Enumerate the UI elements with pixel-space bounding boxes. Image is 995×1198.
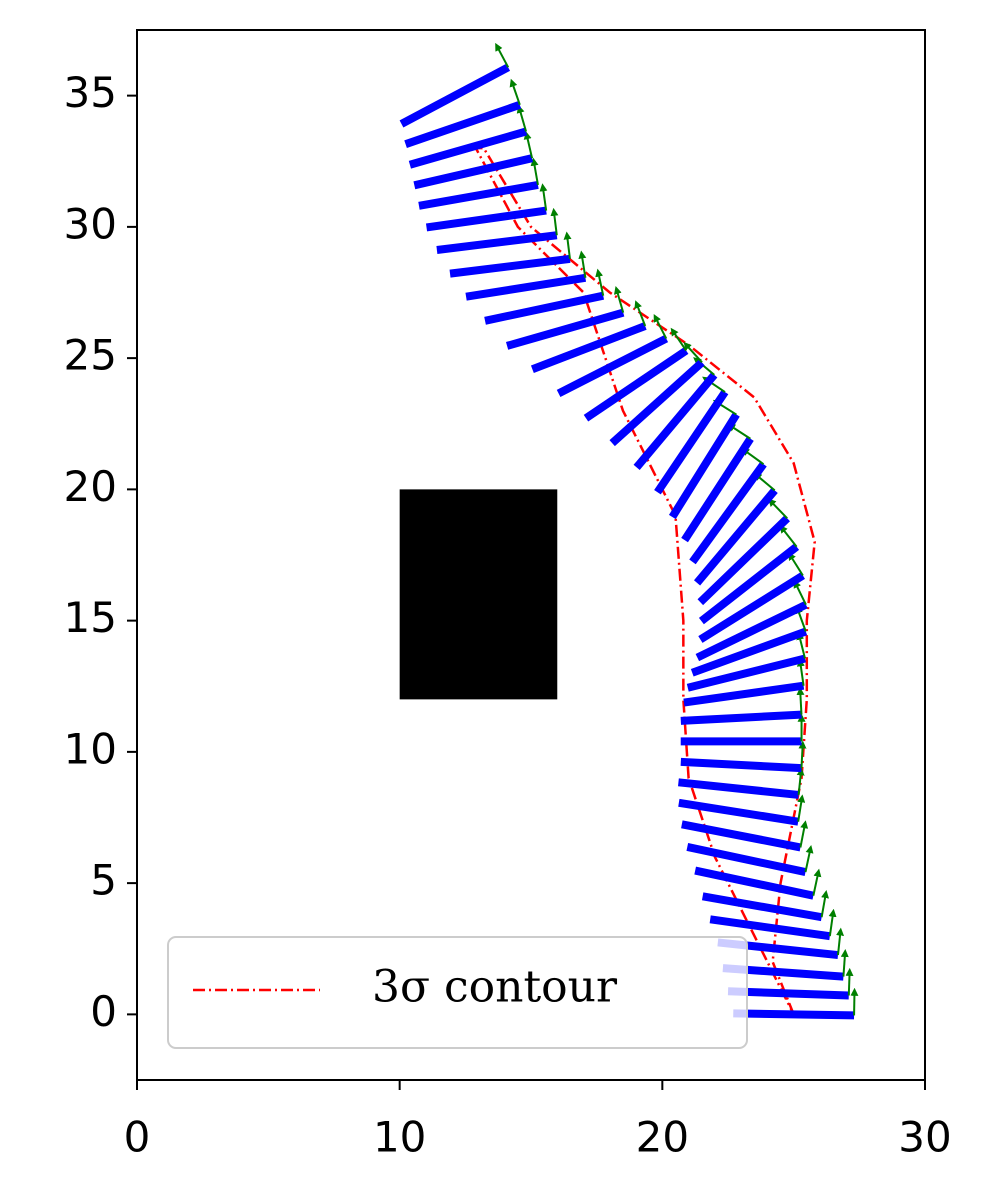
heading-arrow — [812, 868, 822, 896]
pose-bar — [633, 372, 718, 470]
pose-bar — [733, 1009, 855, 1020]
heading-arrow — [539, 183, 548, 211]
heading-arrow — [779, 524, 798, 548]
pose-bar — [399, 63, 511, 128]
heading-arrow — [523, 131, 534, 159]
heading-arrow — [634, 300, 647, 327]
heading-arrow — [550, 207, 559, 236]
heading-arrow — [741, 447, 765, 465]
pose-bar — [449, 254, 571, 278]
heading-arrow — [670, 327, 687, 352]
y-tick-label: 30 — [64, 199, 117, 248]
pose-bar — [505, 308, 625, 350]
heading-arrow — [828, 908, 837, 937]
y-tick-label: 0 — [90, 987, 117, 1036]
pose-bar — [418, 180, 539, 210]
pose-bar — [698, 572, 805, 643]
pose-bar — [686, 843, 807, 876]
heading-arrow — [796, 658, 805, 686]
heading-arrow — [563, 231, 572, 260]
heading-arrow — [683, 341, 703, 364]
heading-arrow — [653, 313, 668, 340]
pose-bar — [408, 127, 528, 169]
plot-frame — [136, 29, 926, 1081]
heading-arrow — [753, 472, 776, 492]
pose-bar — [709, 915, 831, 941]
heading-arrow — [798, 740, 807, 769]
heading-arrow — [578, 250, 587, 278]
pose-bar — [465, 273, 587, 301]
pose-bar — [695, 601, 808, 662]
heading-arrow — [793, 579, 807, 606]
pose-bar — [681, 820, 802, 852]
heading-arrow — [797, 794, 806, 822]
heading-arrow — [516, 104, 527, 132]
pose-bar — [689, 461, 767, 565]
heading-arrow — [796, 631, 806, 659]
x-tick-label: 20 — [636, 1113, 689, 1162]
heading-arrow — [796, 767, 805, 796]
heading-arrow — [820, 890, 829, 918]
pose-bar — [694, 866, 815, 900]
pose-bar — [681, 436, 754, 543]
heading-arrow — [836, 927, 845, 956]
heading-arrow — [509, 78, 521, 106]
pose-bar — [609, 359, 705, 447]
pose-bar — [727, 987, 849, 1000]
heading-arrow — [613, 286, 625, 313]
pose-bar — [686, 654, 806, 692]
pose-bar — [404, 101, 522, 148]
obstacle — [399, 489, 558, 700]
legend-box — [167, 936, 748, 1049]
heading-arrow — [845, 967, 854, 996]
y-tick-label: 20 — [64, 462, 117, 511]
pose-bar — [668, 412, 740, 520]
y-tick-label: 10 — [64, 724, 117, 773]
pose-bar — [654, 389, 729, 495]
y-tick-label: 15 — [64, 593, 117, 642]
y-tick-label: 35 — [64, 68, 117, 117]
pose-bar — [698, 543, 800, 625]
pose-bar — [556, 335, 669, 397]
heading-arrow — [788, 552, 804, 577]
x-tick-label: 10 — [373, 1113, 426, 1162]
x-tick-label: 30 — [898, 1113, 951, 1162]
pose-bar — [701, 892, 823, 922]
y-tick-label: 5 — [90, 856, 117, 905]
pose-bar — [683, 681, 805, 707]
pose-bar — [425, 206, 547, 232]
pose-bar — [484, 291, 605, 325]
pose-bar — [530, 322, 647, 373]
heading-arrow — [796, 687, 805, 715]
pose-bar — [413, 154, 533, 190]
heading-arrow — [804, 845, 814, 873]
legend-label: 3σ contour — [372, 962, 618, 1013]
pose-bar — [678, 778, 800, 799]
pose-bar — [690, 627, 808, 677]
heading-arrow — [727, 423, 751, 440]
heading-arrow — [595, 268, 605, 296]
pose-bar — [697, 515, 790, 606]
heading-arrow — [768, 498, 788, 520]
heading-arrow — [840, 949, 849, 977]
pose-bar — [693, 487, 778, 586]
heading-arrow — [799, 820, 809, 848]
pose-bar — [436, 231, 558, 254]
pose-bar — [680, 757, 802, 773]
y-tick-label: 25 — [64, 331, 117, 380]
heading-arrow — [530, 157, 539, 186]
heading-arrow — [795, 605, 807, 632]
x-tick-label: 0 — [124, 1113, 151, 1162]
heading-arrow — [495, 42, 510, 68]
pose-bar — [583, 347, 689, 422]
pose-bar — [680, 710, 802, 725]
pose-bar — [678, 798, 799, 826]
